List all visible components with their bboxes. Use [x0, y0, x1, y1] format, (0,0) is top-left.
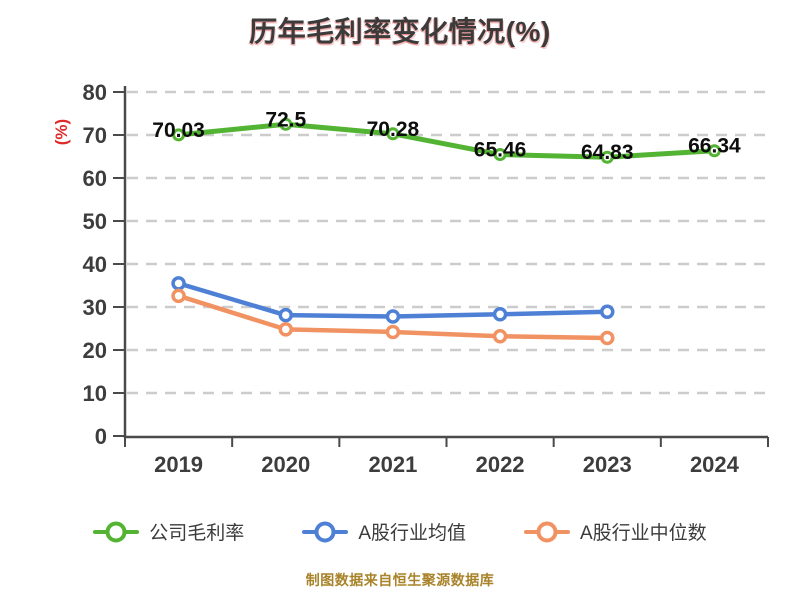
data-point-company-gross-margin-2024 — [707, 144, 721, 158]
data-point-a-share-industry-median-2019 — [171, 288, 186, 304]
legend-dot-icon — [536, 521, 558, 542]
legend-label: 公司毛利率 — [149, 523, 245, 544]
legend-label: A股行业均值 — [358, 523, 466, 544]
data-point-a-share-industry-median-2021 — [385, 324, 401, 340]
data-label-company-gross-margin: 70.03 — [152, 119, 205, 142]
legend-marker-icon — [302, 520, 349, 544]
y-tick-label: 20 — [83, 338, 107, 363]
y-tick-label: 50 — [83, 209, 107, 234]
legend-item-a-share-industry-median[interactable]: A股行业中位数 — [524, 518, 707, 545]
data-point-company-gross-margin-2023 — [600, 150, 614, 164]
data-label-company-gross-margin: 66.34 — [688, 135, 741, 158]
legend-marker-icon — [93, 520, 140, 544]
series-line-company-gross-margin — [176, 121, 717, 160]
y-tick-label: 80 — [83, 80, 107, 105]
y-tick-label: 40 — [83, 252, 107, 277]
data-point-a-share-industry-mean-2022 — [492, 307, 508, 322]
legend-item-company-gross-margin[interactable]: 公司毛利率 — [93, 518, 244, 545]
data-point-a-share-industry-mean-2020 — [278, 307, 293, 323]
y-tick-label: 10 — [83, 381, 107, 406]
y-tick-label: 70 — [83, 123, 107, 148]
legend-dot-icon — [314, 521, 336, 542]
x-tick-label: 2019 — [154, 452, 203, 477]
x-tick-label: 2023 — [583, 452, 632, 477]
data-point-company-gross-margin-2021 — [386, 127, 400, 141]
legend: 公司毛利率 A股行业均值 A股行业中位数 — [0, 518, 800, 545]
data-point-company-gross-margin-2022 — [493, 148, 507, 162]
x-tick-label: 2022 — [476, 452, 525, 477]
data-point-company-gross-margin-2020 — [279, 117, 293, 131]
data-label-company-gross-margin: 65.46 — [474, 139, 527, 162]
x-tick-label: 2021 — [368, 452, 417, 477]
data-point-a-share-industry-median-2020 — [278, 322, 293, 337]
source-note: 制图数据来自恒生聚源数据库 — [305, 572, 495, 588]
data-point-a-share-industry-median-2022 — [492, 328, 508, 344]
y-tick-label: 60 — [83, 166, 107, 191]
y-tick-label: 0 — [95, 424, 107, 449]
x-tick-label: 2024 — [690, 452, 740, 477]
x-tick-label: 2020 — [261, 452, 310, 477]
legend-marker-icon — [524, 520, 570, 544]
data-point-company-gross-margin-2019 — [172, 128, 186, 142]
data-label-company-gross-margin: 72.5 — [265, 108, 306, 131]
legend-label: A股行业中位数 — [580, 523, 707, 544]
chart-title: 历年毛利率变化情况(%) — [249, 16, 551, 47]
data-point-a-share-industry-mean-2023 — [600, 304, 615, 319]
y-tick-label: 30 — [83, 295, 107, 320]
data-label-company-gross-margin: 64.83 — [581, 141, 634, 164]
data-point-a-share-industry-median-2023 — [600, 330, 615, 346]
legend-dot-icon — [105, 521, 127, 542]
data-label-company-gross-margin: 70.28 — [367, 118, 420, 141]
data-point-a-share-industry-mean-2019 — [171, 276, 186, 291]
data-point-a-share-industry-mean-2021 — [385, 309, 401, 324]
legend-item-a-share-industry-mean[interactable]: A股行业均值 — [302, 518, 466, 545]
